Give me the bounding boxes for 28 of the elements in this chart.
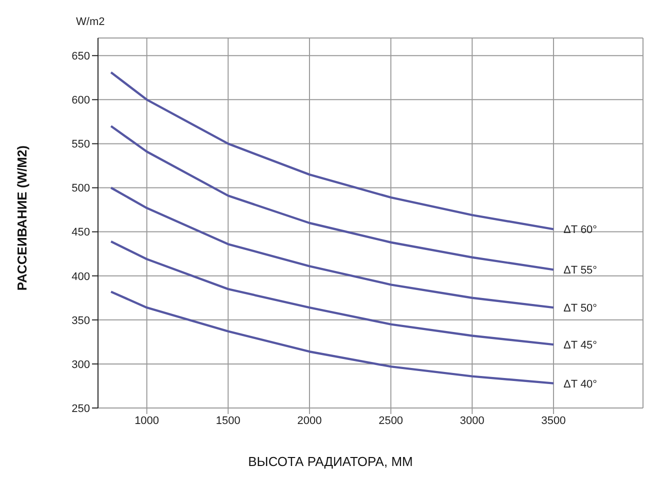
y-tick-label: 450 [72, 226, 90, 239]
y-tick-label: 650 [72, 50, 90, 63]
y-tick-label: 400 [72, 270, 90, 283]
x-tick-label: 1500 [216, 414, 240, 427]
series-label: ΔT 40° [564, 378, 598, 390]
y-tick-label: 300 [72, 358, 90, 371]
line-series [110, 186, 555, 309]
x-tick-label: 2500 [378, 414, 404, 427]
line-series [110, 71, 555, 230]
x-tick-label: 3500 [541, 414, 566, 427]
line-series [110, 124, 555, 271]
line-series [110, 240, 555, 346]
y-tick-label: 350 [72, 314, 90, 327]
y-tick-label: 250 [72, 402, 90, 415]
series-label: ΔT 50° [564, 302, 598, 315]
x-axis-title: ВЫСОТА РАДИАТОРА, ММ [247, 454, 414, 469]
series-label: ΔT 55° [564, 264, 598, 277]
y-tick-label: 500 [72, 182, 90, 195]
y-axis-title: РАССЕИВАНИЕ (W/M2) [14, 145, 30, 291]
y-tick-label: 550 [72, 138, 90, 151]
x-tick-label: 2000 [297, 414, 322, 427]
series-label: ΔT 60° [564, 224, 598, 236]
line-series [110, 290, 555, 384]
series-label: ΔT 45° [564, 340, 598, 352]
text: W/m2 [76, 16, 105, 28]
x-tick-label: 1000 [134, 414, 160, 427]
y-tick-label: 600 [72, 94, 90, 107]
x-tick-label: 3000 [460, 414, 484, 427]
